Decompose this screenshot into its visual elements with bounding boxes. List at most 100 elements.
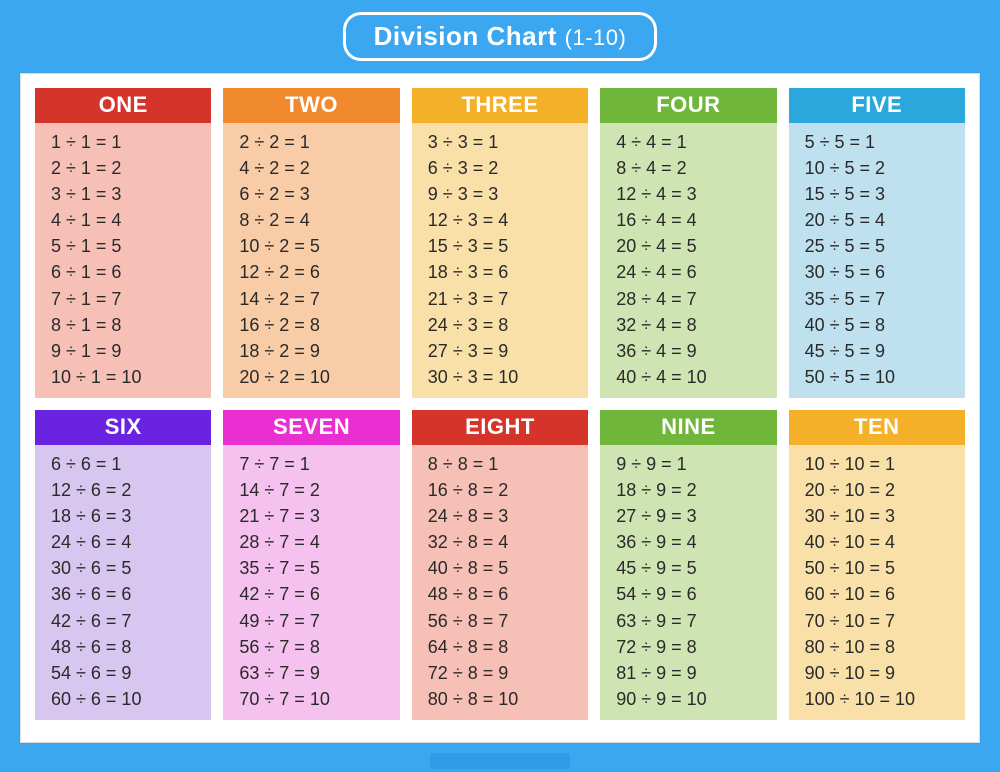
tables-grid: ONE1 ÷ 1 = 12 ÷ 1 = 23 ÷ 1 = 34 ÷ 1 = 45… bbox=[35, 88, 965, 720]
division-row: 28 ÷ 7 = 4 bbox=[239, 529, 389, 555]
division-table: TWO2 ÷ 2 = 14 ÷ 2 = 26 ÷ 2 = 38 ÷ 2 = 41… bbox=[223, 88, 399, 398]
division-row: 45 ÷ 9 = 5 bbox=[616, 555, 766, 581]
division-row: 56 ÷ 7 = 8 bbox=[239, 634, 389, 660]
division-row: 63 ÷ 9 = 7 bbox=[616, 608, 766, 634]
division-row: 3 ÷ 1 = 3 bbox=[51, 181, 201, 207]
table-body: 2 ÷ 2 = 14 ÷ 2 = 26 ÷ 2 = 38 ÷ 2 = 410 ÷… bbox=[223, 123, 399, 398]
division-row: 20 ÷ 2 = 10 bbox=[239, 364, 389, 390]
table-body: 7 ÷ 7 = 114 ÷ 7 = 221 ÷ 7 = 328 ÷ 7 = 43… bbox=[223, 445, 399, 720]
division-row: 36 ÷ 4 = 9 bbox=[616, 338, 766, 364]
division-row: 6 ÷ 3 = 2 bbox=[428, 155, 578, 181]
division-row: 30 ÷ 3 = 10 bbox=[428, 364, 578, 390]
table-header: SIX bbox=[35, 410, 211, 445]
table-header: FIVE bbox=[789, 88, 965, 123]
table-header: TWO bbox=[223, 88, 399, 123]
division-row: 7 ÷ 1 = 7 bbox=[51, 286, 201, 312]
division-row: 50 ÷ 5 = 10 bbox=[805, 364, 955, 390]
chart-card: ONE1 ÷ 1 = 12 ÷ 1 = 23 ÷ 1 = 34 ÷ 1 = 45… bbox=[20, 73, 980, 743]
division-row: 36 ÷ 6 = 6 bbox=[51, 581, 201, 607]
division-row: 2 ÷ 1 = 2 bbox=[51, 155, 201, 181]
footer-strip bbox=[430, 753, 570, 769]
division-row: 10 ÷ 2 = 5 bbox=[239, 233, 389, 259]
division-row: 7 ÷ 7 = 1 bbox=[239, 451, 389, 477]
table-body: 10 ÷ 10 = 120 ÷ 10 = 230 ÷ 10 = 340 ÷ 10… bbox=[789, 445, 965, 720]
division-row: 56 ÷ 8 = 7 bbox=[428, 608, 578, 634]
table-body: 1 ÷ 1 = 12 ÷ 1 = 23 ÷ 1 = 34 ÷ 1 = 45 ÷ … bbox=[35, 123, 211, 398]
division-row: 72 ÷ 9 = 8 bbox=[616, 634, 766, 660]
division-row: 24 ÷ 6 = 4 bbox=[51, 529, 201, 555]
division-row: 12 ÷ 2 = 6 bbox=[239, 259, 389, 285]
division-row: 42 ÷ 7 = 6 bbox=[239, 581, 389, 607]
division-table: EIGHT8 ÷ 8 = 116 ÷ 8 = 224 ÷ 8 = 332 ÷ 8… bbox=[412, 410, 588, 720]
division-row: 60 ÷ 10 = 6 bbox=[805, 581, 955, 607]
division-row: 27 ÷ 3 = 9 bbox=[428, 338, 578, 364]
division-row: 70 ÷ 7 = 10 bbox=[239, 686, 389, 712]
division-row: 16 ÷ 8 = 2 bbox=[428, 477, 578, 503]
division-row: 10 ÷ 10 = 1 bbox=[805, 451, 955, 477]
table-header: ONE bbox=[35, 88, 211, 123]
division-table: NINE9 ÷ 9 = 118 ÷ 9 = 227 ÷ 9 = 336 ÷ 9 … bbox=[600, 410, 776, 720]
division-row: 24 ÷ 3 = 8 bbox=[428, 312, 578, 338]
division-row: 8 ÷ 8 = 1 bbox=[428, 451, 578, 477]
division-table: THREE3 ÷ 3 = 16 ÷ 3 = 29 ÷ 3 = 312 ÷ 3 =… bbox=[412, 88, 588, 398]
division-row: 100 ÷ 10 = 10 bbox=[805, 686, 955, 712]
division-row: 18 ÷ 3 = 6 bbox=[428, 259, 578, 285]
division-row: 18 ÷ 6 = 3 bbox=[51, 503, 201, 529]
table-header: SEVEN bbox=[223, 410, 399, 445]
page-title: Division Chart (1-10) bbox=[343, 12, 658, 61]
division-row: 40 ÷ 4 = 10 bbox=[616, 364, 766, 390]
division-row: 30 ÷ 10 = 3 bbox=[805, 503, 955, 529]
division-row: 48 ÷ 8 = 6 bbox=[428, 581, 578, 607]
division-row: 70 ÷ 10 = 7 bbox=[805, 608, 955, 634]
division-row: 40 ÷ 10 = 4 bbox=[805, 529, 955, 555]
division-row: 42 ÷ 6 = 7 bbox=[51, 608, 201, 634]
division-row: 9 ÷ 1 = 9 bbox=[51, 338, 201, 364]
division-row: 54 ÷ 6 = 9 bbox=[51, 660, 201, 686]
table-header: FOUR bbox=[600, 88, 776, 123]
division-row: 4 ÷ 2 = 2 bbox=[239, 155, 389, 181]
division-row: 12 ÷ 4 = 3 bbox=[616, 181, 766, 207]
division-row: 90 ÷ 10 = 9 bbox=[805, 660, 955, 686]
division-row: 20 ÷ 10 = 2 bbox=[805, 477, 955, 503]
division-row: 3 ÷ 3 = 1 bbox=[428, 129, 578, 155]
division-row: 6 ÷ 6 = 1 bbox=[51, 451, 201, 477]
division-row: 16 ÷ 4 = 4 bbox=[616, 207, 766, 233]
division-row: 5 ÷ 5 = 1 bbox=[805, 129, 955, 155]
division-row: 21 ÷ 7 = 3 bbox=[239, 503, 389, 529]
division-row: 40 ÷ 5 = 8 bbox=[805, 312, 955, 338]
division-row: 72 ÷ 8 = 9 bbox=[428, 660, 578, 686]
division-row: 24 ÷ 8 = 3 bbox=[428, 503, 578, 529]
division-row: 27 ÷ 9 = 3 bbox=[616, 503, 766, 529]
division-row: 12 ÷ 3 = 4 bbox=[428, 207, 578, 233]
table-body: 4 ÷ 4 = 18 ÷ 4 = 212 ÷ 4 = 316 ÷ 4 = 420… bbox=[600, 123, 776, 398]
division-row: 8 ÷ 2 = 4 bbox=[239, 207, 389, 233]
division-row: 18 ÷ 2 = 9 bbox=[239, 338, 389, 364]
table-header: THREE bbox=[412, 88, 588, 123]
title-sub: (1-10) bbox=[565, 25, 627, 50]
division-table: SEVEN7 ÷ 7 = 114 ÷ 7 = 221 ÷ 7 = 328 ÷ 7… bbox=[223, 410, 399, 720]
division-row: 10 ÷ 1 = 10 bbox=[51, 364, 201, 390]
table-header: NINE bbox=[600, 410, 776, 445]
division-row: 35 ÷ 7 = 5 bbox=[239, 555, 389, 581]
division-row: 30 ÷ 5 = 6 bbox=[805, 259, 955, 285]
division-row: 5 ÷ 1 = 5 bbox=[51, 233, 201, 259]
division-row: 40 ÷ 8 = 5 bbox=[428, 555, 578, 581]
division-row: 30 ÷ 6 = 5 bbox=[51, 555, 201, 581]
table-header: TEN bbox=[789, 410, 965, 445]
division-row: 80 ÷ 8 = 10 bbox=[428, 686, 578, 712]
division-row: 32 ÷ 4 = 8 bbox=[616, 312, 766, 338]
division-row: 28 ÷ 4 = 7 bbox=[616, 286, 766, 312]
division-row: 12 ÷ 6 = 2 bbox=[51, 477, 201, 503]
division-table: SIX 6 ÷ 6 = 112 ÷ 6 = 218 ÷ 6 = 324 ÷ 6 =… bbox=[35, 410, 211, 720]
division-row: 6 ÷ 1 = 6 bbox=[51, 259, 201, 285]
division-row: 18 ÷ 9 = 2 bbox=[616, 477, 766, 503]
title-main: Division Chart bbox=[374, 21, 557, 51]
division-row: 15 ÷ 5 = 3 bbox=[805, 181, 955, 207]
division-table: TEN10 ÷ 10 = 120 ÷ 10 = 230 ÷ 10 = 340 ÷… bbox=[789, 410, 965, 720]
division-row: 48 ÷ 6 = 8 bbox=[51, 634, 201, 660]
division-table: FIVE5 ÷ 5 = 110 ÷ 5 = 215 ÷ 5 = 320 ÷ 5 … bbox=[789, 88, 965, 398]
division-row: 25 ÷ 5 = 5 bbox=[805, 233, 955, 259]
division-row: 15 ÷ 3 = 5 bbox=[428, 233, 578, 259]
division-row: 14 ÷ 7 = 2 bbox=[239, 477, 389, 503]
division-row: 64 ÷ 8 = 8 bbox=[428, 634, 578, 660]
